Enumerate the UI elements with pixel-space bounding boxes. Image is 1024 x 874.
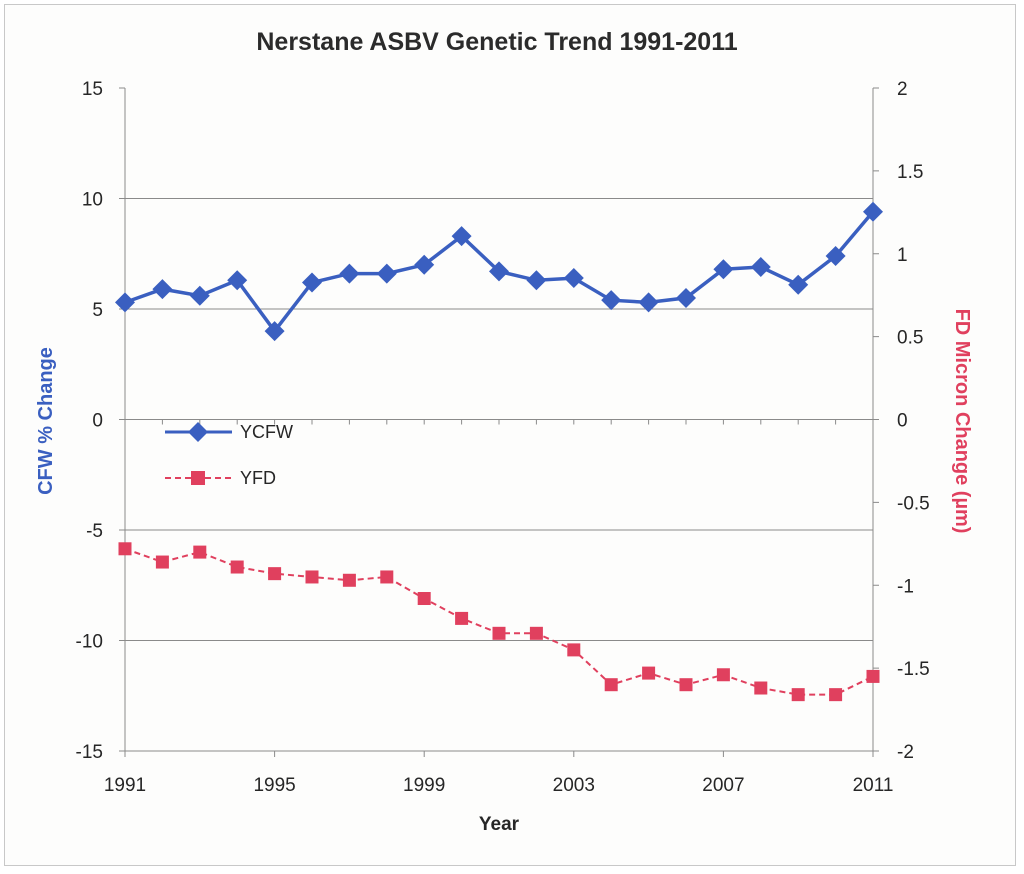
data-point-ycfw <box>264 321 285 342</box>
data-point-ycfw <box>638 292 659 313</box>
right-tick-label: -1.5 <box>897 659 930 680</box>
chart-title: Nerstane ASBV Genetic Trend 1991-2011 <box>256 28 737 56</box>
x-tick-label: 2007 <box>702 775 744 796</box>
x-tick-label: 2011 <box>853 775 894 796</box>
legend-label-yfd: YFD <box>240 468 276 488</box>
right-tick-label: 1.5 <box>897 162 923 183</box>
data-point-yfd <box>829 688 843 702</box>
data-point-ycfw <box>489 261 509 282</box>
data-point-ycfw <box>526 270 547 291</box>
data-point-ycfw <box>152 279 173 300</box>
data-point-ycfw <box>788 274 809 295</box>
left-tick-label: 5 <box>92 300 103 321</box>
data-point-yfd <box>193 545 207 559</box>
left-tick-label: 10 <box>82 190 103 211</box>
left-tick-label: 15 <box>82 79 103 100</box>
left-tick-label: -10 <box>76 632 103 653</box>
data-point-yfd <box>268 567 282 581</box>
right-tick-label: 2 <box>897 79 908 100</box>
data-point-ycfw <box>713 259 734 280</box>
legend-label-ycfw: YCFW <box>240 422 293 442</box>
data-point-ycfw <box>115 292 135 313</box>
x-axis-ticks: 1991 1995 1999 2003 2007 2011 <box>104 751 894 796</box>
axes <box>124 88 874 752</box>
data-point-ycfw <box>563 268 584 289</box>
series-group <box>115 201 883 702</box>
data-point-ycfw <box>302 272 322 293</box>
legend-item-yfd: YFD <box>165 468 276 488</box>
data-point-ycfw <box>414 254 435 275</box>
data-point-ycfw <box>863 201 883 222</box>
data-point-yfd <box>492 626 506 640</box>
data-point-yfd <box>305 570 319 584</box>
data-point-ycfw <box>451 226 472 247</box>
legend: YCFW YFD <box>165 422 293 488</box>
data-point-ycfw <box>376 263 397 284</box>
right-tick-label: -1 <box>897 576 914 597</box>
data-point-yfd <box>529 626 543 640</box>
data-point-ycfw <box>601 290 622 311</box>
data-point-yfd <box>380 570 394 584</box>
left-tick-label: 0 <box>92 411 103 432</box>
data-point-ycfw <box>339 263 360 284</box>
x-tick-label: 1991 <box>104 775 146 796</box>
x-axis-label: Year <box>479 814 520 835</box>
right-tick-label: 0 <box>897 411 908 432</box>
data-point-yfd <box>754 681 768 695</box>
data-point-yfd <box>791 688 805 702</box>
data-point-ycfw <box>825 245 846 266</box>
data-point-yfd <box>155 555 169 569</box>
data-point-ycfw <box>750 257 771 278</box>
data-point-yfd <box>642 666 656 680</box>
right-tick-label: -0.5 <box>897 493 930 514</box>
data-point-yfd <box>417 592 431 606</box>
x-tick-label: 1999 <box>403 775 445 796</box>
y-axis-label-right: FD Micron Change (µm) <box>951 309 973 534</box>
data-point-yfd <box>716 668 730 682</box>
left-tick-label: -5 <box>86 521 103 542</box>
chart-frame <box>4 4 1016 866</box>
data-point-yfd <box>604 678 618 692</box>
data-point-yfd <box>342 573 356 587</box>
data-point-ycfw <box>676 287 696 308</box>
data-point-yfd <box>679 678 693 692</box>
legend-item-ycfw: YCFW <box>165 422 293 442</box>
data-point-ycfw <box>189 285 210 306</box>
left-axis-ticks: 15 10 5 0 -5 -10 -15 <box>76 79 125 763</box>
data-point-yfd <box>866 669 880 683</box>
right-tick-label: -2 <box>897 742 914 763</box>
legend-marker-ycfw <box>188 422 208 442</box>
data-point-yfd <box>230 560 244 574</box>
y-axis-label-left: CFW % Change <box>35 347 57 495</box>
x-tick-label: 1995 <box>253 775 295 796</box>
data-point-yfd <box>118 542 132 556</box>
right-tick-label: 0.5 <box>897 328 923 349</box>
data-point-yfd <box>567 643 581 657</box>
data-point-ycfw <box>227 270 248 291</box>
right-tick-label: 1 <box>897 245 908 266</box>
legend-marker-yfd <box>191 471 205 485</box>
x-tick-label: 2003 <box>553 775 595 796</box>
left-tick-label: -15 <box>76 742 103 763</box>
right-axis-ticks: 2 1.5 1 0.5 0 -0.5 -1 -1.5 -2 <box>873 79 930 763</box>
data-point-yfd <box>455 611 469 625</box>
